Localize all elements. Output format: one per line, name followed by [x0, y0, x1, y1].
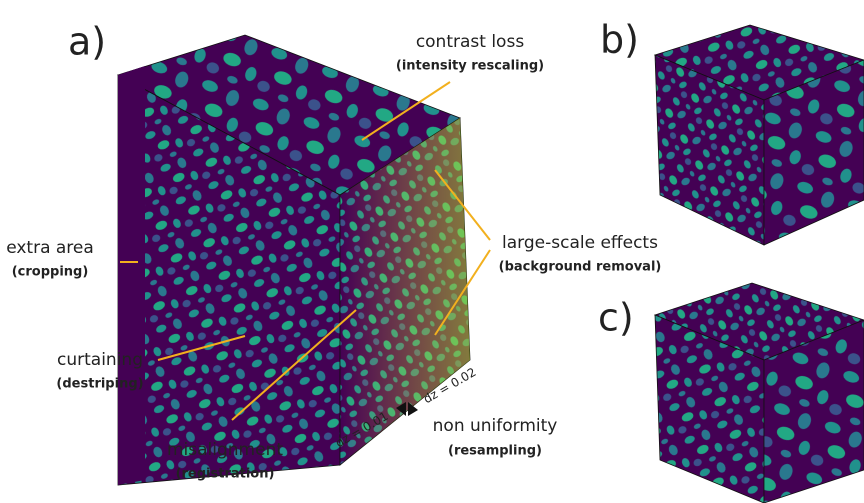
- annotation-method: (cropping): [12, 265, 89, 280]
- annotation-method: (destriping): [56, 377, 143, 392]
- annotation-method: (resampling): [448, 444, 542, 459]
- annotation: misalignment: [167, 440, 283, 460]
- cube-b: [655, 25, 864, 245]
- panel-label: a): [68, 20, 106, 64]
- annotation: contrast loss: [416, 32, 525, 52]
- figure: a) b) c) contrast loss (intensity rescal…: [0, 0, 864, 503]
- annotation: large-scale effects: [502, 233, 658, 253]
- annotation: extra area: [6, 238, 94, 258]
- annotation: curtaining: [57, 350, 143, 370]
- cube-c: [655, 283, 864, 503]
- panel-label: c): [598, 296, 634, 340]
- annotation-method: (intensity rescaling): [396, 59, 544, 74]
- annotation: non uniformity: [433, 416, 558, 436]
- annotation-method: (registration): [176, 467, 275, 482]
- annotation-method: (background removal): [499, 260, 662, 275]
- panel-label: b): [600, 18, 639, 62]
